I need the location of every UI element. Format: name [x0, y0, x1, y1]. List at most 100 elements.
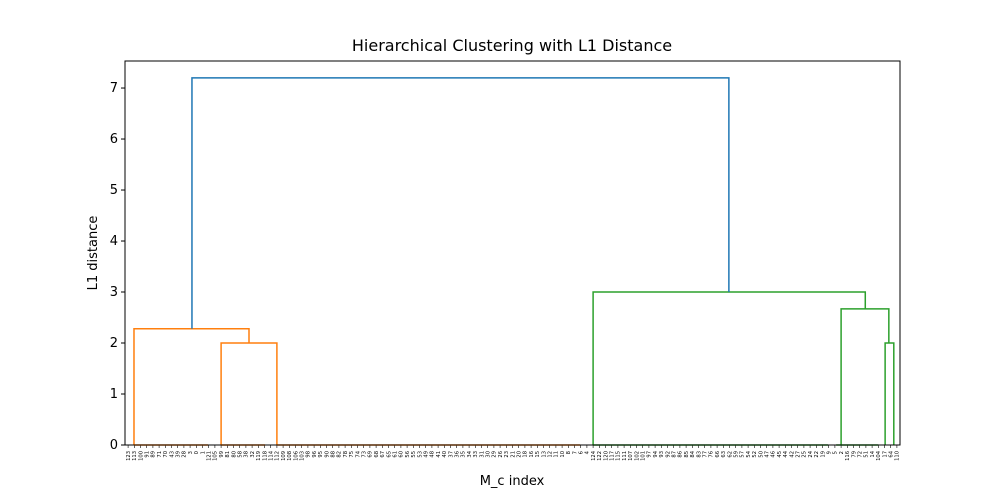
leaf-label: 77	[703, 451, 709, 458]
leaf-label: 122	[597, 451, 603, 461]
leaf-label: 72	[858, 451, 864, 458]
leaf-label: 8	[566, 451, 572, 454]
leaf-label: 73	[362, 451, 368, 458]
leaf-label: 70	[163, 451, 169, 458]
leaf-label: 75	[349, 451, 355, 458]
leaf-label: 96	[312, 451, 318, 458]
leaf-label: 16	[529, 451, 535, 458]
leaf-label: 45	[777, 451, 783, 458]
leaf-label: 84	[690, 450, 696, 457]
y-tick-label: 5	[110, 183, 118, 198]
leaf-label: 11	[554, 451, 560, 458]
leaf-label: 106	[293, 451, 299, 461]
leaf-label: 120	[603, 451, 609, 461]
leaf-label: 37	[448, 451, 454, 458]
leaf-label: 53	[417, 451, 423, 458]
leaf-label: 101	[641, 451, 647, 461]
leaf-label: 93	[659, 451, 665, 458]
leaf-label: 52	[752, 451, 758, 458]
link	[191, 77, 730, 329]
leaf-label: 32	[250, 451, 256, 458]
leaf-label: 6	[579, 451, 585, 454]
link	[884, 342, 895, 445]
leaf-label: 12	[548, 451, 554, 458]
leaf-label: 91	[145, 451, 151, 458]
leaf-label: 28	[182, 451, 188, 458]
leaf-label: 54	[746, 450, 752, 457]
leaf-label: 38	[244, 451, 250, 458]
leaf-label: 42	[789, 451, 795, 458]
leaf-label: 60	[399, 451, 405, 458]
leaf-label: 92	[665, 451, 671, 458]
leaf-label: 121	[207, 451, 213, 461]
y-tick-label: 7	[110, 81, 118, 96]
leaf-label: 5	[833, 451, 839, 454]
leaf-label: 97	[647, 451, 653, 458]
leaf-label: 94	[653, 450, 659, 457]
leaf-label: 115	[616, 451, 622, 461]
leaf-label: 64	[889, 450, 895, 457]
leaf-label: 88	[331, 451, 337, 458]
leaf-label: 4	[585, 450, 591, 454]
leaf-label: 58	[238, 451, 244, 458]
leaf-label: 85	[684, 451, 690, 458]
leaf-label: 87	[672, 451, 678, 458]
leaf-label: 10	[560, 451, 566, 458]
leaf-label: 31	[479, 451, 485, 458]
leaf-label: 124	[591, 450, 597, 461]
leaf-label: 50	[758, 451, 764, 458]
leaf-label: 119	[256, 451, 262, 461]
leaf-label: 40	[442, 451, 448, 458]
leaf-label: 78	[343, 451, 349, 458]
leaf-label: 39	[176, 451, 182, 458]
leaf-label: 99	[219, 451, 225, 458]
leaf-label: 49	[424, 451, 430, 458]
leaf-label: 62	[727, 451, 733, 458]
leaf-label: 44	[783, 450, 789, 457]
leaf-label: 36	[455, 451, 461, 458]
leaf-label: 76	[709, 451, 715, 458]
leaf-label: 98	[306, 451, 312, 458]
leaf-label: 112	[275, 451, 281, 461]
leaf-label: 34	[467, 450, 473, 457]
leaf-label: 104	[876, 450, 882, 461]
leaf-label: 29	[492, 451, 498, 458]
leaf-label: 35	[461, 451, 467, 458]
leaf-label: 0	[194, 451, 200, 454]
leaf-label: 90	[324, 451, 330, 458]
leaf-label: 118	[262, 451, 268, 461]
leaf-label: 55	[411, 451, 417, 458]
leaf-label: 19	[820, 451, 826, 458]
leaf-label: 41	[436, 451, 442, 458]
leaf-label: 57	[740, 451, 746, 458]
leaf-label: 61	[393, 451, 399, 458]
leaf-label: 30	[486, 451, 492, 458]
axes-frame	[124, 60, 901, 446]
leaf-label: 105	[213, 451, 219, 461]
leaf-label: 95	[318, 451, 324, 458]
leaf-label: 17	[882, 451, 888, 458]
leaf-label: 15	[535, 451, 541, 458]
leaf-label: 86	[678, 451, 684, 458]
leaf-label: 82	[337, 451, 343, 458]
leaf-label: 65	[386, 451, 392, 458]
link	[592, 291, 867, 445]
leaf-label: 109	[281, 451, 287, 461]
leaf-label: 20	[517, 451, 523, 458]
leaf-label: 108	[287, 451, 293, 461]
leaf-label: 74	[355, 450, 361, 457]
leaf-label: 25	[802, 451, 808, 458]
leaf-label: 22	[814, 451, 820, 458]
leaf-label: 2	[839, 451, 845, 454]
leaf-label: 71	[157, 451, 163, 458]
leaf-label: 102	[634, 451, 640, 461]
leaf-label: 18	[523, 451, 529, 458]
leaf-label: 79	[851, 451, 857, 458]
leaf-label: 103	[300, 451, 306, 461]
leaf-label: 7	[572, 451, 578, 454]
leaf-label: 47	[765, 451, 771, 458]
leaf-label: 83	[696, 451, 702, 458]
leaf-label: 13	[541, 451, 547, 458]
